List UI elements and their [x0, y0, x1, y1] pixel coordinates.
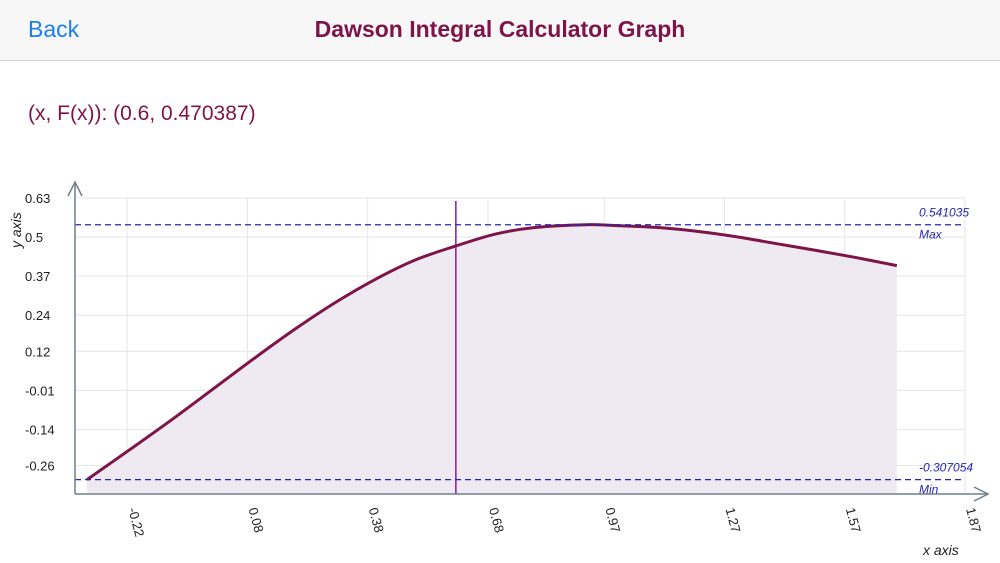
x-tick-label: 1.57	[843, 506, 864, 534]
reference-value-max: 0.541035	[919, 206, 969, 220]
reference-label-min: Min	[919, 483, 939, 497]
y-tick-label: -0.14	[25, 422, 55, 437]
y-tick-label: 0.12	[25, 344, 50, 359]
y-tick-label: 0.5	[25, 230, 43, 245]
page-title: Dawson Integral Calculator Graph	[314, 16, 686, 42]
y-tick-label: 0.37	[25, 269, 50, 284]
dawson-curve	[86, 223, 898, 481]
x-axis-label: x axis	[922, 542, 959, 558]
x-tick-label: 1.87	[963, 506, 984, 534]
y-tick-label: 0.24	[25, 308, 50, 323]
area-fill	[87, 224, 897, 494]
y-axis-label: y axis	[8, 212, 24, 249]
x-axis-arrow-icon	[973, 486, 990, 502]
x-tick-label: -0.22	[125, 506, 147, 539]
x-tick-label: 0.08	[245, 506, 266, 534]
chart-axes	[67, 180, 990, 502]
x-tick-label: 1.27	[723, 506, 744, 534]
x-tick-label: 0.38	[366, 506, 387, 534]
reference-label-max: Max	[919, 228, 943, 242]
back-button[interactable]: Back	[28, 16, 80, 42]
coordinate-readout: (x, F(x)): (0.6, 0.470387)	[28, 102, 256, 125]
y-tick-label: 0.63	[25, 191, 50, 206]
y-axis-arrow-icon	[67, 180, 83, 197]
y-tick-labels: 0.63 0.5 0.37 0.24 0.12 -0.01 -0.14 -0.26	[25, 191, 55, 473]
y-tick-label: -0.01	[25, 383, 55, 398]
y-tick-label: -0.26	[25, 458, 55, 473]
x-tick-label: 0.97	[602, 506, 623, 534]
x-tick-label: 0.68	[486, 506, 507, 534]
navigation-bar: Back Dawson Integral Calculator Graph	[0, 0, 1000, 61]
reference-lines: 0.541035 Max -0.307054 Min	[75, 206, 973, 497]
x-tick-labels: -0.22 0.08 0.38 0.68 0.97 1.27 1.57 1.87	[125, 506, 984, 539]
reference-value-min: -0.307054	[919, 461, 973, 475]
